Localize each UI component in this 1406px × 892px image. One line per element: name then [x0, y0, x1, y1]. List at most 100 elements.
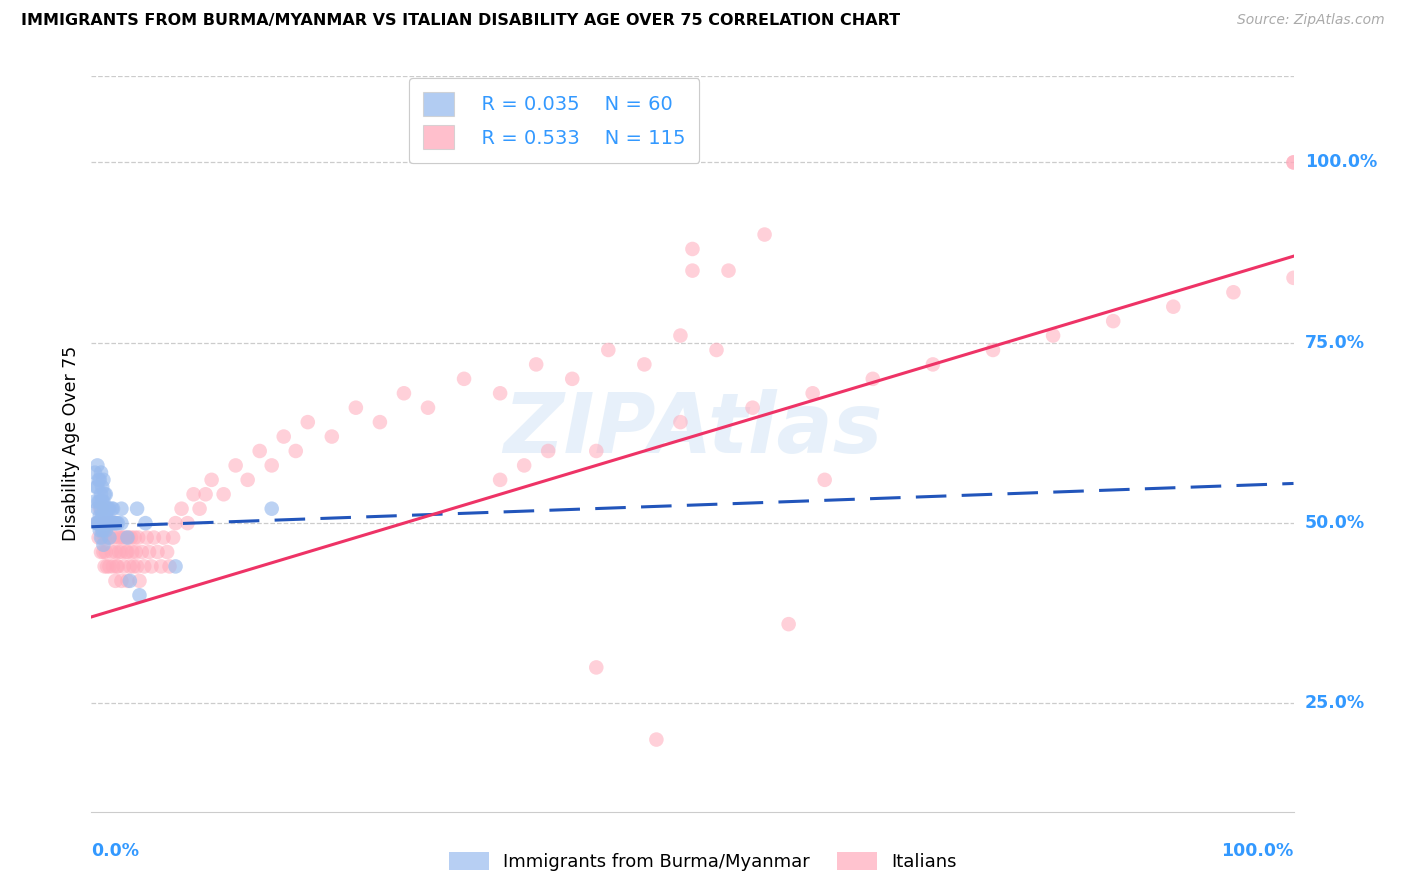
Point	[146, 545, 169, 559]
Point	[87, 531, 110, 545]
Text: Source: ZipAtlas.com: Source: ZipAtlas.com	[1237, 13, 1385, 28]
Point	[93, 531, 115, 545]
Point	[561, 372, 583, 386]
Point	[111, 531, 134, 545]
Point	[1102, 314, 1125, 328]
Point	[141, 559, 163, 574]
Point	[105, 559, 128, 574]
Point	[93, 559, 115, 574]
Point	[91, 531, 114, 545]
Point	[598, 343, 620, 357]
Point	[814, 473, 837, 487]
Point	[101, 501, 124, 516]
Point	[344, 401, 367, 415]
Point	[165, 516, 187, 530]
Point	[778, 617, 800, 632]
Point	[212, 487, 235, 501]
Point	[104, 545, 127, 559]
Point	[103, 516, 125, 530]
Point	[84, 516, 107, 530]
Point	[107, 531, 129, 545]
Point	[98, 531, 121, 545]
Point	[104, 516, 127, 530]
Point	[489, 386, 512, 401]
Point	[90, 501, 112, 516]
Point	[416, 401, 439, 415]
Point	[93, 524, 115, 538]
Text: 0.0%: 0.0%	[91, 842, 139, 860]
Point	[128, 588, 150, 602]
Point	[524, 358, 547, 372]
Point	[183, 487, 205, 501]
Point	[117, 545, 139, 559]
Point	[118, 559, 141, 574]
Point	[112, 559, 135, 574]
Point	[89, 501, 111, 516]
Text: 50.0%: 50.0%	[1305, 514, 1365, 533]
Point	[93, 508, 115, 523]
Point	[297, 415, 319, 429]
Point	[176, 516, 198, 530]
Point	[128, 574, 150, 588]
Point	[89, 524, 111, 538]
Point	[110, 545, 132, 559]
Point	[741, 401, 763, 415]
Point	[89, 473, 111, 487]
Point	[201, 473, 224, 487]
Point	[104, 574, 127, 588]
Point	[1282, 270, 1305, 285]
Point	[105, 516, 128, 530]
Point	[284, 444, 307, 458]
Text: IMMIGRANTS FROM BURMA/MYANMAR VS ITALIAN DISABILITY AGE OVER 75 CORRELATION CHAR: IMMIGRANTS FROM BURMA/MYANMAR VS ITALIAN…	[21, 13, 900, 29]
Point	[156, 545, 179, 559]
Point	[90, 531, 112, 545]
Point	[97, 516, 120, 530]
Point	[93, 487, 115, 501]
Point	[681, 242, 703, 256]
Point	[138, 545, 160, 559]
Point	[117, 574, 139, 588]
Point	[122, 559, 145, 574]
Point	[1042, 328, 1064, 343]
Point	[93, 545, 115, 559]
Point	[90, 516, 112, 530]
Point	[94, 545, 117, 559]
Point	[1282, 155, 1305, 169]
Point	[98, 501, 121, 516]
Text: 75.0%: 75.0%	[1305, 334, 1365, 351]
Text: 100.0%: 100.0%	[1222, 842, 1294, 860]
Point	[717, 263, 740, 277]
Point	[321, 429, 343, 443]
Text: 25.0%: 25.0%	[1305, 695, 1365, 713]
Point	[981, 343, 1004, 357]
Point	[645, 732, 668, 747]
Point	[162, 531, 184, 545]
Point	[633, 358, 655, 372]
Point	[101, 559, 124, 574]
Point	[101, 516, 124, 530]
Point	[585, 444, 607, 458]
Point	[94, 508, 117, 523]
Point	[98, 531, 121, 545]
Point	[91, 494, 114, 508]
Point	[392, 386, 415, 401]
Point	[159, 559, 181, 574]
Point	[101, 501, 124, 516]
Point	[97, 501, 120, 516]
Point	[84, 480, 107, 494]
Point	[754, 227, 776, 242]
Point	[142, 531, 165, 545]
Point	[93, 538, 115, 552]
Point	[103, 516, 125, 530]
Point	[120, 531, 142, 545]
Point	[93, 473, 115, 487]
Point	[86, 458, 108, 473]
Point	[94, 516, 117, 530]
Point	[125, 559, 148, 574]
Point	[170, 501, 193, 516]
Point	[98, 516, 121, 530]
Point	[96, 501, 118, 516]
Point	[150, 559, 173, 574]
Text: 100.0%: 100.0%	[1305, 153, 1376, 171]
Point	[368, 415, 391, 429]
